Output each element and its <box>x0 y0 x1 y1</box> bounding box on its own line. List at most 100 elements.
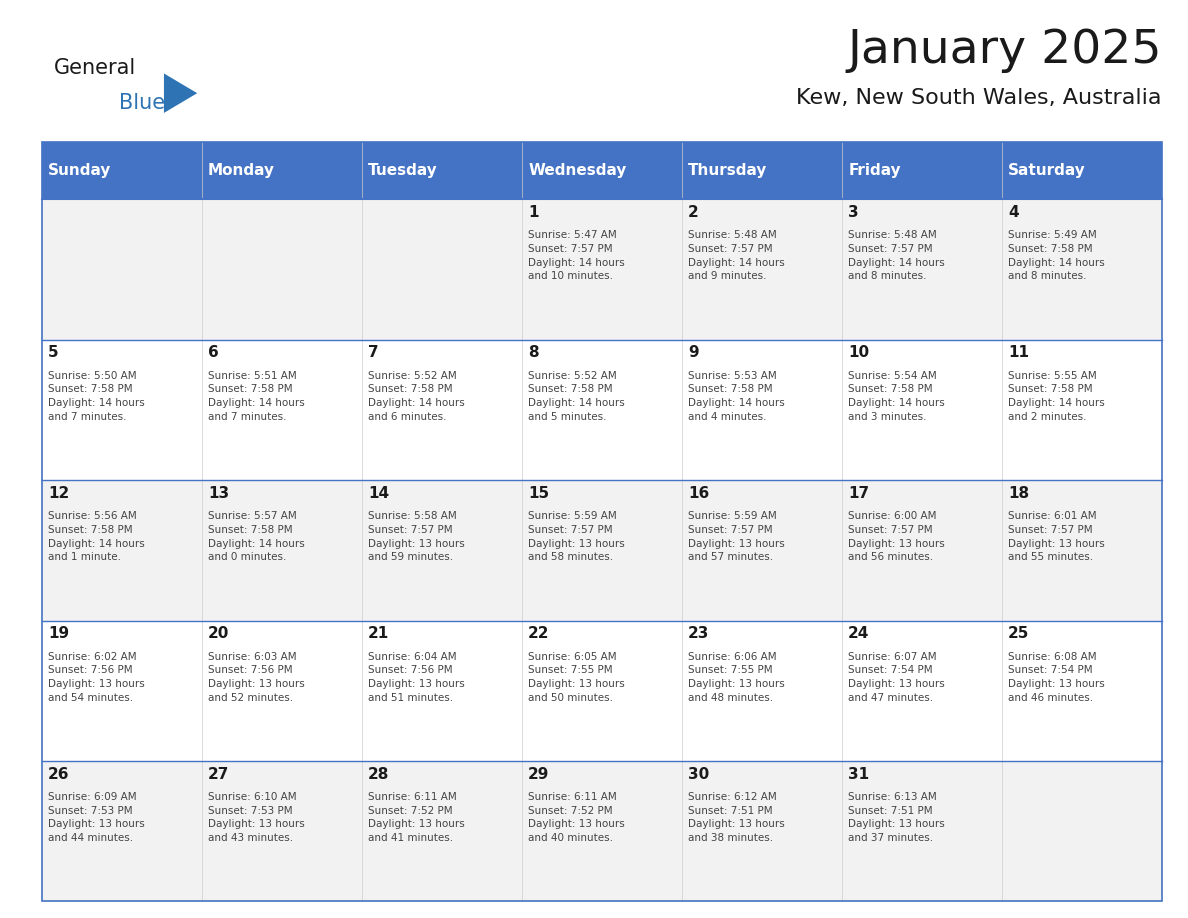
Text: Sunrise: 5:49 AM
Sunset: 7:58 PM
Daylight: 14 hours
and 8 minutes.: Sunrise: 5:49 AM Sunset: 7:58 PM Dayligh… <box>1009 230 1105 281</box>
Text: 19: 19 <box>48 626 69 641</box>
Bar <box>202 621 361 761</box>
Text: Sunrise: 5:48 AM
Sunset: 7:57 PM
Daylight: 14 hours
and 9 minutes.: Sunrise: 5:48 AM Sunset: 7:57 PM Dayligh… <box>688 230 785 281</box>
Text: 7: 7 <box>368 345 379 360</box>
Text: 2: 2 <box>688 205 699 219</box>
Bar <box>202 142 361 199</box>
Bar <box>1001 621 1162 761</box>
Bar <box>682 340 842 480</box>
Bar <box>522 761 682 901</box>
Text: Sunrise: 5:52 AM
Sunset: 7:58 PM
Daylight: 14 hours
and 5 minutes.: Sunrise: 5:52 AM Sunset: 7:58 PM Dayligh… <box>529 371 625 421</box>
Text: 30: 30 <box>688 767 709 781</box>
Bar <box>1001 199 1162 340</box>
Text: Sunrise: 5:54 AM
Sunset: 7:58 PM
Daylight: 14 hours
and 3 minutes.: Sunrise: 5:54 AM Sunset: 7:58 PM Dayligh… <box>848 371 944 421</box>
Text: Sunrise: 6:12 AM
Sunset: 7:51 PM
Daylight: 13 hours
and 38 minutes.: Sunrise: 6:12 AM Sunset: 7:51 PM Dayligh… <box>688 792 785 843</box>
Text: Sunrise: 5:59 AM
Sunset: 7:57 PM
Daylight: 13 hours
and 58 minutes.: Sunrise: 5:59 AM Sunset: 7:57 PM Dayligh… <box>529 511 625 562</box>
Text: Sunrise: 5:47 AM
Sunset: 7:57 PM
Daylight: 14 hours
and 10 minutes.: Sunrise: 5:47 AM Sunset: 7:57 PM Dayligh… <box>529 230 625 281</box>
Text: Sunrise: 5:57 AM
Sunset: 7:58 PM
Daylight: 14 hours
and 0 minutes.: Sunrise: 5:57 AM Sunset: 7:58 PM Dayligh… <box>208 511 305 562</box>
Text: Sunrise: 5:59 AM
Sunset: 7:57 PM
Daylight: 13 hours
and 57 minutes.: Sunrise: 5:59 AM Sunset: 7:57 PM Dayligh… <box>688 511 785 562</box>
Text: Sunrise: 5:58 AM
Sunset: 7:57 PM
Daylight: 13 hours
and 59 minutes.: Sunrise: 5:58 AM Sunset: 7:57 PM Dayligh… <box>368 511 465 562</box>
Bar <box>522 480 682 621</box>
Text: 8: 8 <box>529 345 538 360</box>
Bar <box>202 480 361 621</box>
Text: 26: 26 <box>48 767 69 781</box>
Text: Wednesday: Wednesday <box>529 163 626 178</box>
Text: 13: 13 <box>208 486 229 500</box>
Text: Sunrise: 5:55 AM
Sunset: 7:58 PM
Daylight: 14 hours
and 2 minutes.: Sunrise: 5:55 AM Sunset: 7:58 PM Dayligh… <box>1009 371 1105 421</box>
Bar <box>522 142 682 199</box>
Bar <box>361 480 522 621</box>
Bar <box>42 761 202 901</box>
Bar <box>361 142 522 199</box>
Text: 16: 16 <box>688 486 709 500</box>
Text: Tuesday: Tuesday <box>368 163 438 178</box>
Bar <box>202 199 361 340</box>
Text: Sunday: Sunday <box>48 163 112 178</box>
Bar <box>1001 340 1162 480</box>
Text: 20: 20 <box>208 626 229 641</box>
Text: Sunrise: 6:04 AM
Sunset: 7:56 PM
Daylight: 13 hours
and 51 minutes.: Sunrise: 6:04 AM Sunset: 7:56 PM Dayligh… <box>368 652 465 702</box>
Text: Sunrise: 6:09 AM
Sunset: 7:53 PM
Daylight: 13 hours
and 44 minutes.: Sunrise: 6:09 AM Sunset: 7:53 PM Dayligh… <box>48 792 145 843</box>
Text: 28: 28 <box>368 767 390 781</box>
Text: 31: 31 <box>848 767 870 781</box>
Text: Sunrise: 6:11 AM
Sunset: 7:52 PM
Daylight: 13 hours
and 41 minutes.: Sunrise: 6:11 AM Sunset: 7:52 PM Dayligh… <box>368 792 465 843</box>
Text: Sunrise: 6:00 AM
Sunset: 7:57 PM
Daylight: 13 hours
and 56 minutes.: Sunrise: 6:00 AM Sunset: 7:57 PM Dayligh… <box>848 511 944 562</box>
Text: 23: 23 <box>688 626 709 641</box>
Bar <box>682 621 842 761</box>
Bar <box>42 199 202 340</box>
Bar <box>202 761 361 901</box>
Text: Blue: Blue <box>119 93 165 113</box>
Text: 27: 27 <box>208 767 229 781</box>
Bar <box>361 340 522 480</box>
Text: 1: 1 <box>529 205 538 219</box>
Text: 15: 15 <box>529 486 549 500</box>
Text: Sunrise: 6:08 AM
Sunset: 7:54 PM
Daylight: 13 hours
and 46 minutes.: Sunrise: 6:08 AM Sunset: 7:54 PM Dayligh… <box>1009 652 1105 702</box>
Bar <box>42 340 202 480</box>
Bar <box>522 340 682 480</box>
Text: 12: 12 <box>48 486 69 500</box>
Text: General: General <box>53 58 135 78</box>
Text: Sunrise: 5:50 AM
Sunset: 7:58 PM
Daylight: 14 hours
and 7 minutes.: Sunrise: 5:50 AM Sunset: 7:58 PM Dayligh… <box>48 371 145 421</box>
Bar <box>522 199 682 340</box>
Text: 11: 11 <box>1009 345 1029 360</box>
Bar <box>682 480 842 621</box>
Bar <box>842 199 1001 340</box>
Bar <box>522 621 682 761</box>
Text: Monday: Monday <box>208 163 276 178</box>
Text: Saturday: Saturday <box>1009 163 1086 178</box>
Bar <box>1001 761 1162 901</box>
Bar <box>842 340 1001 480</box>
Text: Sunrise: 6:13 AM
Sunset: 7:51 PM
Daylight: 13 hours
and 37 minutes.: Sunrise: 6:13 AM Sunset: 7:51 PM Dayligh… <box>848 792 944 843</box>
Bar <box>1001 142 1162 199</box>
Text: Sunrise: 6:11 AM
Sunset: 7:52 PM
Daylight: 13 hours
and 40 minutes.: Sunrise: 6:11 AM Sunset: 7:52 PM Dayligh… <box>529 792 625 843</box>
Text: Sunrise: 6:01 AM
Sunset: 7:57 PM
Daylight: 13 hours
and 55 minutes.: Sunrise: 6:01 AM Sunset: 7:57 PM Dayligh… <box>1009 511 1105 562</box>
Text: 25: 25 <box>1009 626 1030 641</box>
Text: Sunrise: 5:56 AM
Sunset: 7:58 PM
Daylight: 14 hours
and 1 minute.: Sunrise: 5:56 AM Sunset: 7:58 PM Dayligh… <box>48 511 145 562</box>
Text: 21: 21 <box>368 626 390 641</box>
Bar <box>1001 480 1162 621</box>
Text: Sunrise: 6:10 AM
Sunset: 7:53 PM
Daylight: 13 hours
and 43 minutes.: Sunrise: 6:10 AM Sunset: 7:53 PM Dayligh… <box>208 792 305 843</box>
Bar <box>361 199 522 340</box>
Bar <box>361 621 522 761</box>
Text: Sunrise: 6:06 AM
Sunset: 7:55 PM
Daylight: 13 hours
and 48 minutes.: Sunrise: 6:06 AM Sunset: 7:55 PM Dayligh… <box>688 652 785 702</box>
Text: 22: 22 <box>529 626 550 641</box>
Bar <box>42 621 202 761</box>
Text: 17: 17 <box>848 486 870 500</box>
Text: Sunrise: 5:53 AM
Sunset: 7:58 PM
Daylight: 14 hours
and 4 minutes.: Sunrise: 5:53 AM Sunset: 7:58 PM Dayligh… <box>688 371 785 421</box>
Text: 10: 10 <box>848 345 870 360</box>
Text: 29: 29 <box>529 767 550 781</box>
Polygon shape <box>164 73 197 113</box>
Bar <box>682 199 842 340</box>
Bar <box>42 142 202 199</box>
Bar <box>682 142 842 199</box>
Text: 9: 9 <box>688 345 699 360</box>
Bar <box>42 480 202 621</box>
Text: 6: 6 <box>208 345 219 360</box>
Text: 18: 18 <box>1009 486 1029 500</box>
Bar <box>842 761 1001 901</box>
Text: Sunrise: 6:07 AM
Sunset: 7:54 PM
Daylight: 13 hours
and 47 minutes.: Sunrise: 6:07 AM Sunset: 7:54 PM Dayligh… <box>848 652 944 702</box>
Bar <box>361 761 522 901</box>
Text: Friday: Friday <box>848 163 901 178</box>
Text: 24: 24 <box>848 626 870 641</box>
Text: 3: 3 <box>848 205 859 219</box>
Text: Kew, New South Wales, Australia: Kew, New South Wales, Australia <box>796 88 1162 108</box>
